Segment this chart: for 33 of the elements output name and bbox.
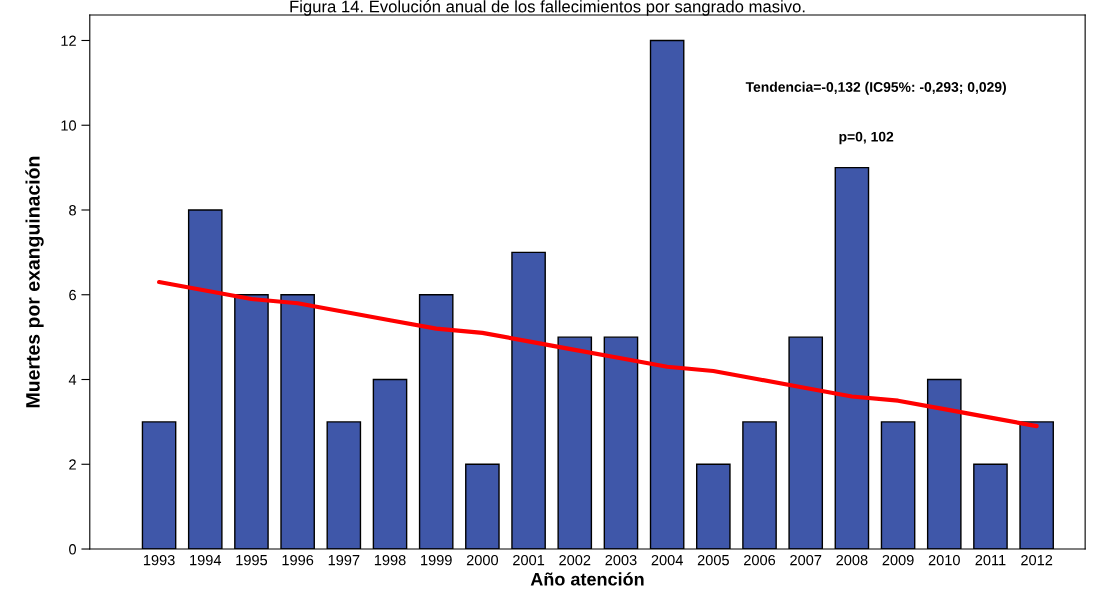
x-tick-label: 2012 [1021,554,1053,566]
x-tick-label: 1997 [328,554,360,566]
x-tick-label: 2011 [975,554,1006,566]
x-tick-label: 2000 [466,554,499,566]
x-tick-label: 1995 [236,554,268,566]
y-tick-label: 10 [61,120,77,131]
x-tick-label: 1994 [190,554,222,566]
x-tick-label: 2006 [744,554,776,566]
x-tick-label: 2005 [697,554,729,566]
x-tick-label: 1996 [282,554,314,566]
x-tick-label: 2002 [559,554,591,566]
x-tick-label: 2010 [928,554,960,566]
annotation: Tendencia=-0,132 (IC95%: -0,293; 0,029) [745,81,1006,95]
x-axis-title: Año atención [530,572,644,586]
y-tick-label: 0 [69,544,77,555]
y-tick-label: 8 [69,205,76,216]
y-tick-label: 4 [68,374,77,385]
x-tick-label: 2009 [882,554,914,566]
y-tick-label: 12 [61,35,76,46]
x-tick-label: 2004 [651,554,683,566]
y-axis-title: Muertes por exanguinación [25,156,44,408]
x-tick-label: 1998 [374,554,406,566]
annotation: p=0, 102 [839,131,894,145]
y-tick-label: 2 [69,459,76,470]
chart-title: Figura 14. Evolución anual de los fallecimientos por sangrado masivo. [290,0,805,16]
x-tick-label: 1999 [421,554,452,566]
x-tick-label: 2008 [836,554,868,566]
y-tick-label: 6 [69,289,76,301]
line-series [156,279,1039,429]
x-tick-label: 2003 [605,554,637,566]
x-tick-label: 2007 [790,554,822,566]
x-tick-label: 2001 [513,554,545,566]
x-tick-label: 1993 [143,554,175,566]
